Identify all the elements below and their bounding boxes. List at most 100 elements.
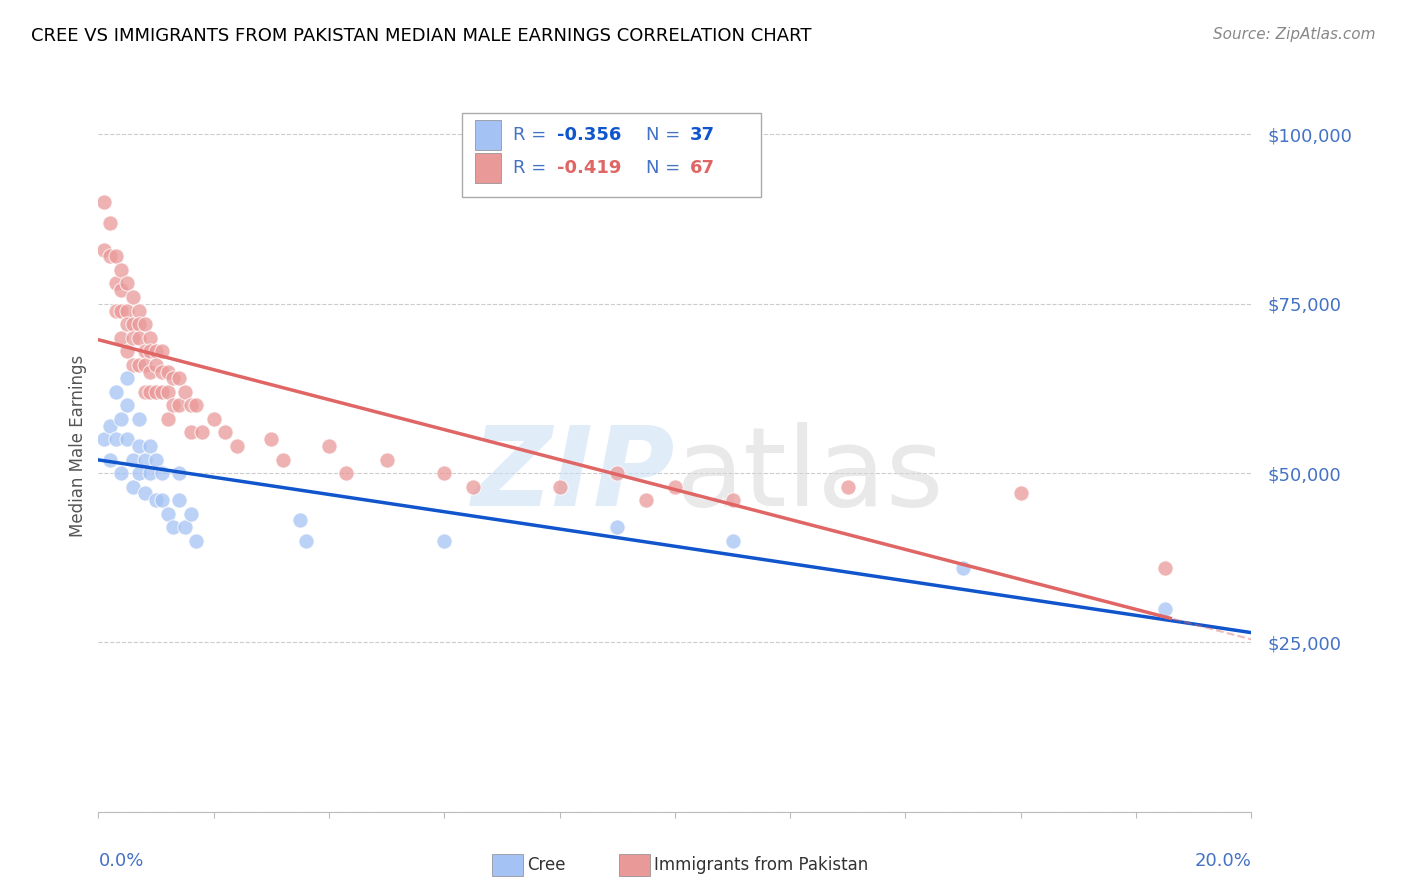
Point — [117, 317, 139, 331]
Point — [139, 344, 162, 359]
Point — [150, 364, 173, 378]
Point — [122, 290, 145, 304]
Text: 67: 67 — [690, 159, 714, 177]
Point — [1154, 601, 1177, 615]
Bar — [475, 120, 501, 151]
Point — [318, 439, 340, 453]
Point — [548, 480, 571, 494]
Point — [117, 344, 139, 359]
Point — [145, 493, 167, 508]
Point — [122, 317, 145, 331]
Point — [214, 425, 236, 440]
Text: Cree: Cree — [527, 856, 565, 874]
Point — [98, 215, 121, 229]
Point — [150, 344, 173, 359]
Point — [110, 263, 132, 277]
Point — [98, 452, 121, 467]
Point — [104, 303, 127, 318]
Point — [167, 398, 190, 412]
Point — [93, 195, 115, 210]
Point — [117, 371, 139, 385]
Point — [167, 466, 190, 480]
Point — [433, 466, 456, 480]
Point — [134, 384, 156, 399]
Text: Immigrants from Pakistan: Immigrants from Pakistan — [654, 856, 868, 874]
Text: atlas: atlas — [675, 422, 943, 529]
Point — [104, 384, 127, 399]
Point — [837, 480, 859, 494]
Point — [145, 344, 167, 359]
Point — [721, 533, 744, 548]
Point — [104, 277, 127, 291]
Text: Source: ZipAtlas.com: Source: ZipAtlas.com — [1212, 27, 1375, 42]
Point — [162, 371, 184, 385]
Point — [134, 317, 156, 331]
Point — [110, 303, 132, 318]
Point — [122, 480, 145, 494]
Text: -0.419: -0.419 — [557, 159, 621, 177]
Point — [104, 249, 127, 263]
Text: R =: R = — [513, 159, 553, 177]
Point — [145, 452, 167, 467]
Point — [150, 466, 173, 480]
Point — [156, 384, 179, 399]
Point — [186, 398, 208, 412]
Point — [162, 398, 184, 412]
Point — [162, 520, 184, 534]
Point — [110, 331, 132, 345]
Point — [260, 432, 283, 446]
Point — [461, 480, 484, 494]
Point — [128, 331, 150, 345]
Point — [191, 425, 214, 440]
Point — [335, 466, 357, 480]
Text: N =: N = — [647, 159, 686, 177]
Point — [271, 452, 294, 467]
Point — [174, 520, 197, 534]
Point — [139, 364, 162, 378]
Point — [167, 371, 190, 385]
Text: 37: 37 — [690, 126, 714, 145]
Point — [156, 507, 179, 521]
Point — [134, 344, 156, 359]
Text: -0.356: -0.356 — [557, 126, 621, 145]
Text: CREE VS IMMIGRANTS FROM PAKISTAN MEDIAN MALE EARNINGS CORRELATION CHART: CREE VS IMMIGRANTS FROM PAKISTAN MEDIAN … — [31, 27, 811, 45]
Point — [110, 283, 132, 297]
Point — [128, 317, 150, 331]
Point — [180, 398, 202, 412]
Y-axis label: Median Male Earnings: Median Male Earnings — [69, 355, 87, 537]
Point — [664, 480, 686, 494]
Point — [295, 533, 318, 548]
Point — [122, 358, 145, 372]
Text: N =: N = — [647, 126, 686, 145]
Point — [290, 514, 312, 528]
Point — [1154, 561, 1177, 575]
Point — [117, 432, 139, 446]
Point — [128, 358, 150, 372]
Point — [134, 452, 156, 467]
Point — [721, 493, 744, 508]
Point — [139, 466, 162, 480]
Point — [180, 507, 202, 521]
Text: 0.0%: 0.0% — [98, 852, 143, 870]
Point — [606, 520, 628, 534]
Point — [433, 533, 456, 548]
Point — [128, 439, 150, 453]
Point — [145, 384, 167, 399]
Point — [952, 561, 974, 575]
Point — [117, 277, 139, 291]
Point — [139, 384, 162, 399]
Point — [150, 384, 173, 399]
Point — [117, 303, 139, 318]
Point — [128, 412, 150, 426]
Point — [122, 331, 145, 345]
Point — [636, 493, 658, 508]
Point — [606, 466, 628, 480]
Point — [98, 418, 121, 433]
Text: R =: R = — [513, 126, 553, 145]
Point — [167, 493, 190, 508]
Point — [180, 425, 202, 440]
Point — [202, 412, 225, 426]
Point — [128, 466, 150, 480]
Point — [145, 358, 167, 372]
Point — [117, 398, 139, 412]
